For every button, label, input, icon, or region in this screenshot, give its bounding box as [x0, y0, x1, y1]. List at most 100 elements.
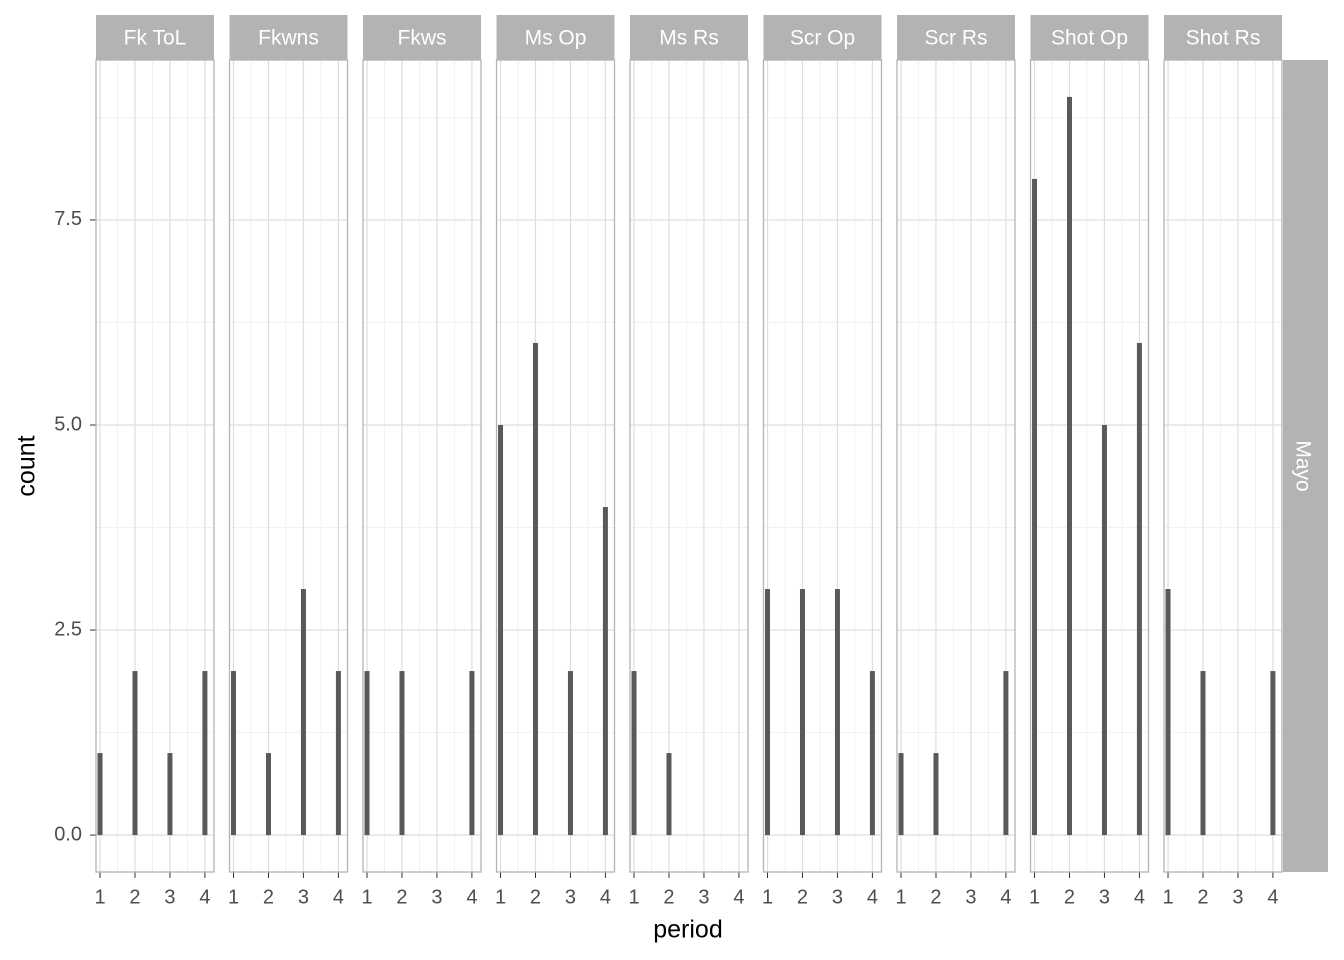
- x-tick-label: 4: [333, 886, 344, 908]
- bar: [898, 753, 904, 836]
- facet-title: Shot Rs: [1186, 27, 1261, 50]
- panel-border: [1029, 59, 1150, 873]
- x-tick-label: 1: [94, 886, 105, 908]
- bar: [1003, 671, 1009, 836]
- facet-strip: [630, 15, 748, 60]
- bar: [1032, 178, 1038, 836]
- bar: [335, 671, 341, 836]
- x-tick-label: 1: [1029, 886, 1040, 908]
- y-tick-label: 5.0: [54, 413, 82, 435]
- x-tick-label: 4: [733, 886, 744, 908]
- x-tick-label: 1: [895, 886, 906, 908]
- x-tick-label: 2: [797, 886, 808, 908]
- bar: [1136, 342, 1142, 836]
- bar: [1066, 96, 1072, 836]
- panel-border: [362, 59, 482, 873]
- bar: [567, 671, 573, 836]
- bar: [364, 671, 370, 836]
- y-axis-title: count: [13, 435, 41, 496]
- bar: [834, 589, 840, 836]
- bar: [498, 424, 504, 836]
- x-axis-title: period: [653, 916, 723, 944]
- x-tick-label: 3: [298, 886, 309, 908]
- panel-border: [228, 59, 349, 873]
- panel-border: [629, 59, 749, 873]
- facet-title: Ms Op: [525, 27, 587, 50]
- y-tick-label: 2.5: [54, 618, 82, 640]
- x-tick-label: 3: [431, 886, 442, 908]
- x-tick-label: 1: [762, 886, 773, 908]
- x-tick-label: 3: [965, 886, 976, 908]
- x-tick-label: 3: [832, 886, 843, 908]
- x-tick-label: 4: [1267, 886, 1278, 908]
- x-tick-label: 2: [1064, 886, 1075, 908]
- facet-title: Scr Rs: [925, 27, 988, 50]
- facet-strip: [1164, 15, 1282, 60]
- bar: [869, 671, 875, 836]
- x-tick-label: 2: [530, 886, 541, 908]
- facet-title: Scr Op: [790, 27, 855, 50]
- x-tick-label: 2: [129, 886, 140, 908]
- x-tick-label: 1: [228, 886, 239, 908]
- bar: [167, 753, 173, 836]
- bar: [1101, 424, 1107, 836]
- facet-title: Fkwns: [258, 27, 319, 50]
- bar: [132, 671, 138, 836]
- bar: [666, 753, 672, 836]
- x-tick-label: 4: [466, 886, 477, 908]
- bar: [532, 342, 538, 836]
- x-tick-label: 3: [164, 886, 175, 908]
- y-tick-label: 7.5: [54, 208, 82, 230]
- row-strip-label: Mayo: [1291, 440, 1314, 491]
- bar: [265, 753, 271, 836]
- bar: [1165, 589, 1171, 836]
- x-tick-label: 2: [1197, 886, 1208, 908]
- facet-strip: [229, 15, 348, 60]
- x-tick-label: 2: [263, 886, 274, 908]
- bar: [631, 671, 637, 836]
- facet-strip: [496, 15, 615, 60]
- x-tick-label: 3: [1232, 886, 1243, 908]
- x-tick-label: 1: [628, 886, 639, 908]
- facet-title: Shot Op: [1051, 27, 1128, 50]
- facet-strip: [897, 15, 1015, 60]
- panel-border: [95, 59, 215, 873]
- bar: [933, 753, 939, 836]
- facet-title: Ms Rs: [659, 27, 719, 50]
- panel-border: [896, 59, 1016, 873]
- bar: [602, 507, 608, 836]
- x-tick-label: 2: [396, 886, 407, 908]
- x-tick-label: 2: [930, 886, 941, 908]
- facet-title: Fkws: [398, 27, 447, 50]
- bar: [231, 671, 237, 836]
- facet-strip: [96, 15, 214, 60]
- panel-border: [1163, 59, 1283, 873]
- x-tick-label: 1: [1162, 886, 1173, 908]
- facet-strip: [363, 15, 481, 60]
- facet-strip: [763, 15, 882, 60]
- bar: [1270, 671, 1276, 836]
- x-tick-label: 1: [495, 886, 506, 908]
- bar: [202, 671, 208, 836]
- bar: [765, 589, 771, 836]
- bar: [399, 671, 405, 836]
- x-tick-label: 4: [199, 886, 210, 908]
- bar: [469, 671, 475, 836]
- facet-strip: [1030, 15, 1149, 60]
- bar: [300, 589, 306, 836]
- row-strip: [1283, 60, 1328, 872]
- x-tick-label: 4: [867, 886, 878, 908]
- x-tick-label: 4: [600, 886, 611, 908]
- x-tick-label: 3: [1099, 886, 1110, 908]
- panel-border: [495, 59, 616, 873]
- x-tick-label: 4: [1134, 886, 1145, 908]
- panel-border: [762, 59, 883, 873]
- bar: [97, 753, 103, 836]
- x-tick-label: 2: [663, 886, 674, 908]
- bar: [1200, 671, 1206, 836]
- y-tick-label: 0.0: [54, 823, 82, 845]
- x-tick-label: 3: [698, 886, 709, 908]
- x-tick-label: 4: [1000, 886, 1011, 908]
